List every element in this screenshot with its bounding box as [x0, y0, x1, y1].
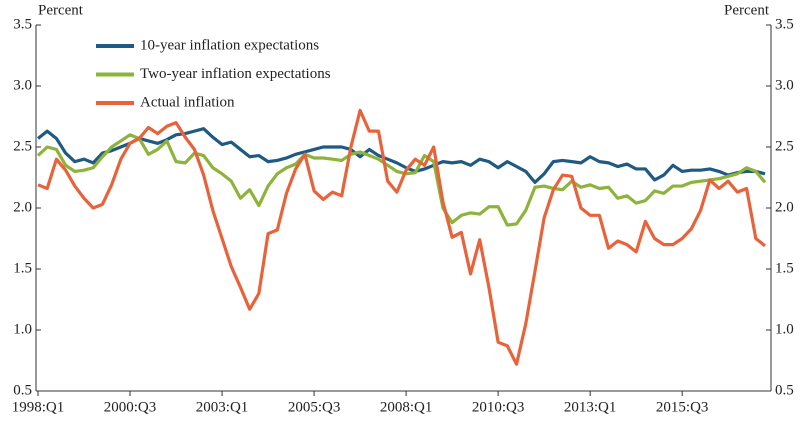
x-tick-label: 2010:Q3 [472, 399, 525, 415]
y2-tick-label: 1.5 [775, 260, 794, 276]
y-axis-label: Percent [38, 2, 84, 18]
x-tick-label: 2013:Q1 [564, 399, 617, 415]
y2-tick-label: 2.5 [775, 138, 794, 154]
series-line [36, 133, 767, 227]
y-tick-label: 2.5 [13, 138, 32, 154]
y-tick-label: 2.0 [13, 199, 32, 215]
legend-label: 10-year inflation expectations [140, 37, 319, 53]
y-tick-label: 3.0 [13, 77, 32, 93]
y2-tick-label: 1.0 [775, 321, 794, 337]
legend-label: Two-year inflation expectations [140, 66, 331, 82]
y2-tick-label: 0.5 [775, 382, 794, 398]
y2-tick-label: 3.5 [775, 16, 794, 32]
x-tick-label: 2003:Q1 [196, 399, 249, 415]
legend-label: Actual inflation [140, 94, 235, 110]
y-tick-label: 3.5 [13, 16, 32, 32]
y2-axis-label: Percent [724, 2, 770, 18]
y-tick-label: 0.5 [13, 382, 32, 398]
x-tick-label: 2000:Q3 [104, 399, 157, 415]
x-tick-label: 2005:Q3 [288, 399, 341, 415]
y2-tick-label: 3.0 [775, 77, 794, 93]
series-line [37, 127, 766, 184]
x-tick-label: 2008:Q1 [380, 399, 433, 415]
x-tick-label: 1998:Q1 [12, 399, 65, 415]
y2-tick-label: 2.0 [775, 199, 794, 215]
y-tick-label: 1.5 [13, 260, 32, 276]
y-tick-label: 1.0 [13, 321, 32, 337]
series-line [37, 108, 766, 366]
x-tick-label: 2015:Q3 [656, 399, 709, 415]
